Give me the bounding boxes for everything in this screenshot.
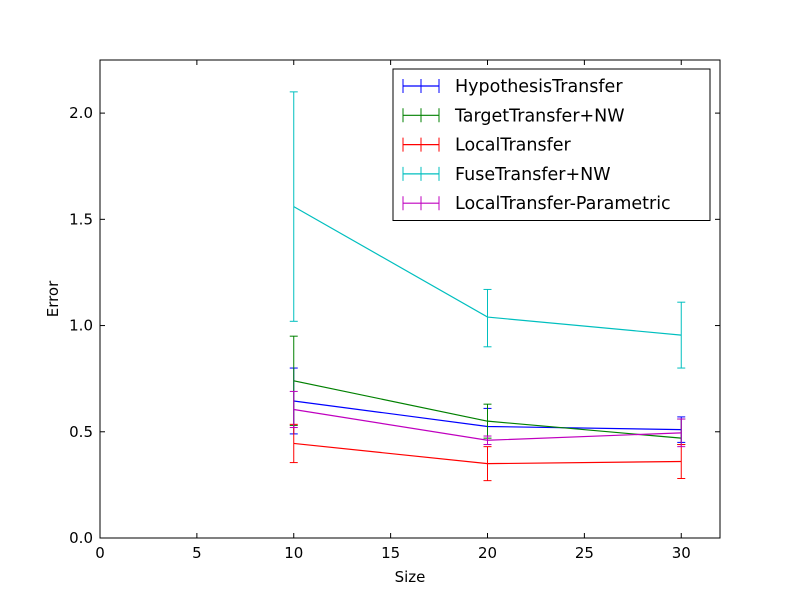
x-tick-label: 15 (381, 544, 400, 562)
axis-ticks: 0 5 10 15 20 25 30 0.0 0.5 1.0 1.5 2.0 (69, 60, 720, 562)
y-tick-label: 2.0 (69, 104, 93, 122)
y-tick-label: 0.5 (69, 423, 93, 441)
legend-box (392, 68, 711, 221)
series-localtransfer (289, 423, 686, 482)
series-localtransfer-parametric (289, 390, 686, 448)
legend-label: LocalTransfer (455, 136, 572, 156)
x-tick-label: 20 (478, 544, 497, 562)
series-fusetransfer-nw (289, 91, 686, 369)
y-tick-label: 1.0 (69, 317, 93, 335)
series-layer (289, 91, 686, 482)
x-tick-label: 5 (192, 544, 202, 562)
x-tick-label: 30 (672, 544, 691, 562)
legend-item: TargetTransfer+NW (402, 106, 625, 126)
x-tick-label: 0 (95, 544, 105, 562)
legend-item: HypothesisTransfer (402, 77, 623, 97)
x-tick-label: 25 (575, 544, 594, 562)
y-axis-label: Error (44, 280, 62, 317)
x-axis-label: Size (395, 568, 426, 586)
legend: HypothesisTransfer TargetTransfer+NW Local… (392, 68, 711, 221)
legend-item: LocalTransfer-Parametric (402, 194, 671, 214)
legend-label: LocalTransfer-Parametric (455, 194, 671, 214)
legend-item: LocalTransfer (402, 136, 572, 156)
y-tick-label: 1.5 (69, 210, 93, 228)
y-tick-label: 0.0 (69, 529, 93, 547)
legend-label: FuseTransfer+NW (455, 165, 611, 185)
legend-label: TargetTransfer+NW (454, 106, 625, 126)
x-tick-label: 10 (284, 544, 303, 562)
legend-item: FuseTransfer+NW (402, 165, 611, 185)
legend-label: HypothesisTransfer (455, 77, 623, 97)
